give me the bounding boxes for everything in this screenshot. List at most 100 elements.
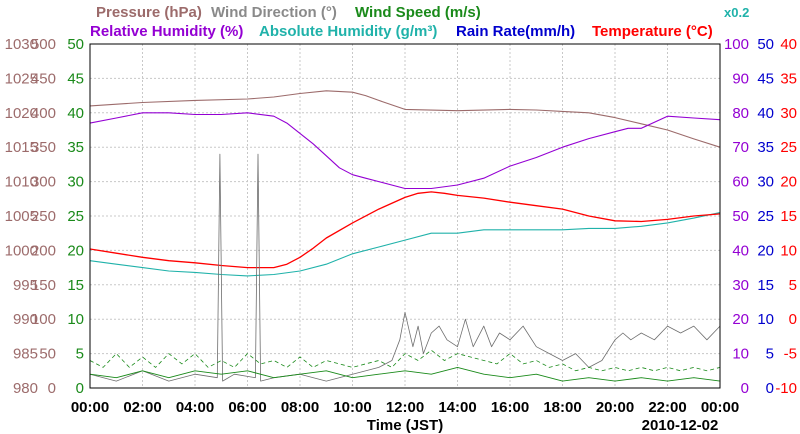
tick-humidity: 70: [732, 139, 749, 156]
tick-x: 22:00: [648, 399, 686, 416]
tick-humidity: 0: [741, 380, 749, 397]
tick-x: 16:00: [491, 399, 529, 416]
series-wind-speed: [89, 366, 721, 382]
tick-wind-dir: 400: [31, 105, 56, 122]
tick-x: 00:00: [71, 399, 109, 416]
tick-x: 18:00: [543, 399, 581, 416]
tick-wind-dir: 300: [31, 174, 56, 191]
legend: Pressure (hPa) Wind Direction (°) Wind S…: [90, 4, 749, 40]
tick-wind-dir: 100: [31, 311, 56, 328]
tick-wind-speed: 40: [67, 105, 84, 122]
tick-pressure: 1000: [5, 242, 38, 259]
tick-pressure: 985: [13, 346, 38, 363]
tick-abs-humidity: 50: [757, 36, 774, 53]
tick-humidity: 10: [732, 346, 749, 363]
tick-x: 04:00: [176, 399, 214, 416]
tick-temperature: -10: [775, 380, 797, 397]
tick-wind-speed: 25: [67, 208, 84, 225]
tick-pressure: 1025: [5, 70, 38, 87]
tick-abs-humidity: 5: [766, 346, 774, 363]
tick-abs-humidity: 40: [757, 105, 774, 122]
tick-humidity: 60: [732, 174, 749, 191]
tick-abs-humidity: 15: [757, 277, 774, 294]
x-axis-title: Time (JST): [367, 417, 443, 434]
tick-x: 06:00: [228, 399, 266, 416]
tick-pressure: 1020: [5, 105, 38, 122]
series-layer: [89, 90, 721, 382]
tick-pressure: 1015: [5, 139, 38, 156]
legend-temperature: Temperature (°C): [592, 23, 713, 40]
axis-labels: 1030102510201015101010051000995990985980…: [5, 36, 797, 416]
tick-wind-speed: 20: [67, 242, 84, 259]
tick-temperature: 5: [789, 277, 797, 294]
plot-frame: [89, 43, 721, 389]
tick-x: 14:00: [438, 399, 476, 416]
tick-wind-dir: 0: [48, 380, 56, 397]
tick-abs-humidity: 30: [757, 174, 774, 191]
tick-wind-speed: 50: [67, 36, 84, 53]
tick-temperature: 30: [780, 105, 797, 122]
legend-absolute-humidity: Absolute Humidity (g/m³): [259, 23, 437, 40]
tick-temperature: 20: [780, 174, 797, 191]
tick-abs-humidity: 45: [757, 70, 774, 87]
rain-scale-note: x0.2: [724, 5, 749, 20]
tick-abs-humidity: 20: [757, 242, 774, 259]
tick-wind-dir: 250: [31, 208, 56, 225]
tick-pressure: 1010: [5, 174, 38, 191]
tick-temperature: 15: [780, 208, 797, 225]
tick-abs-humidity: 25: [757, 208, 774, 225]
tick-pressure: 995: [13, 277, 38, 294]
tick-pressure: 1030: [5, 36, 38, 53]
tick-abs-humidity: 10: [757, 311, 774, 328]
series-pressure: [89, 90, 721, 148]
tick-wind-dir: 500: [31, 36, 56, 53]
legend-relative-humidity: Relative Humidity (%): [90, 23, 243, 40]
legend-pressure: Pressure (hPa): [96, 4, 202, 21]
tick-x: 02:00: [123, 399, 161, 416]
tick-wind-speed: 0: [76, 380, 84, 397]
grid: [90, 44, 720, 388]
tick-wind-speed: 30: [67, 174, 84, 191]
tick-abs-humidity: 0: [766, 380, 774, 397]
tick-wind-dir: 450: [31, 70, 56, 87]
tick-wind-speed: 10: [67, 311, 84, 328]
tick-x: 00:00: [701, 399, 739, 416]
tick-x: 08:00: [281, 399, 319, 416]
tick-wind-speed: 15: [67, 277, 84, 294]
tick-wind-dir: 350: [31, 139, 56, 156]
tick-wind-speed: 35: [67, 139, 84, 156]
tick-temperature: 35: [780, 70, 797, 87]
tick-humidity: 80: [732, 105, 749, 122]
tick-humidity: 50: [732, 208, 749, 225]
tick-temperature: 10: [780, 242, 797, 259]
series-wind-direction: [89, 153, 721, 382]
series-temperature: [89, 191, 721, 269]
tick-x: 12:00: [386, 399, 424, 416]
tick-pressure: 1005: [5, 208, 38, 225]
series-absolute-humidity: [89, 212, 721, 277]
tick-humidity: 90: [732, 70, 749, 87]
series-relative-humidity: [89, 112, 721, 190]
tick-temperature: 25: [780, 139, 797, 156]
tick-humidity: 100: [724, 36, 749, 53]
series-wind-speed-gust: [89, 349, 721, 372]
tick-temperature: 40: [780, 36, 797, 53]
tick-wind-dir: 50: [39, 346, 56, 363]
legend-wind-speed: Wind Speed (m/s): [355, 4, 481, 21]
tick-wind-dir: 200: [31, 242, 56, 259]
tick-x: 10:00: [333, 399, 371, 416]
tick-pressure: 990: [13, 311, 38, 328]
tick-temperature: -5: [784, 346, 797, 363]
tick-abs-humidity: 35: [757, 139, 774, 156]
tick-pressure: 980: [13, 380, 38, 397]
legend-rain-rate: Rain Rate(mm/h): [456, 23, 575, 40]
tick-x: 20:00: [596, 399, 634, 416]
tick-temperature: 0: [789, 311, 797, 328]
legend-wind-direction: Wind Direction (°): [211, 4, 337, 21]
tick-wind-speed: 45: [67, 70, 84, 87]
date-label: 2010-12-02: [642, 417, 719, 434]
tick-wind-speed: 5: [76, 346, 84, 363]
tick-wind-dir: 150: [31, 277, 56, 294]
tick-humidity: 40: [732, 242, 749, 259]
